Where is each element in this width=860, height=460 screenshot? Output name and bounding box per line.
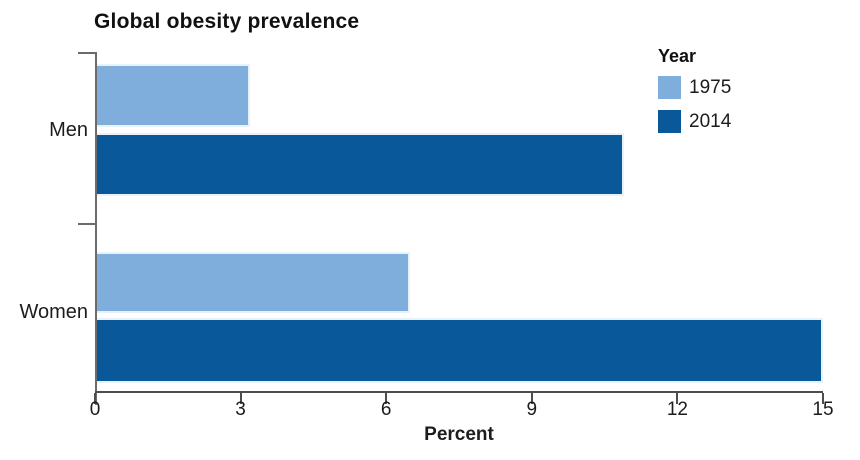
category-label-women: Women: [19, 301, 88, 323]
category-boundary-tick: [78, 223, 95, 225]
x-tick: [530, 393, 533, 404]
bar-women-2014: [95, 318, 823, 383]
legend-label-1975: 1975: [689, 76, 732, 98]
x-tick-label: 12: [666, 399, 688, 420]
x-tick-label: 0: [89, 399, 101, 420]
category-label-men: Men: [49, 119, 88, 141]
y-axis-line: [95, 52, 97, 405]
x-tick-label: 3: [235, 399, 246, 420]
bar-women-1975: [95, 252, 411, 313]
x-tick-label: 9: [526, 399, 538, 420]
legend-item-1975: 1975: [658, 76, 731, 99]
x-tick: [385, 393, 388, 404]
legend: Year 1975 2014: [658, 46, 731, 144]
x-axis-title: Percent: [424, 424, 494, 445]
x-tick-labels: 0 3 6 9 12 15: [90, 399, 834, 421]
bar-men-2014: [95, 133, 624, 196]
legend-swatch-1975: [658, 76, 681, 99]
x-tick-label: 6: [380, 399, 392, 420]
legend-swatch-2014: [658, 110, 681, 133]
legend-label-2014: 2014: [689, 110, 732, 132]
legend-item-2014: 2014: [658, 110, 731, 133]
bar-men-1975: [95, 64, 251, 127]
x-tick-label: 15: [812, 399, 834, 420]
legend-title: Year: [658, 46, 697, 66]
x-tick: [94, 393, 96, 404]
category-boundary-tick: [78, 52, 95, 54]
x-tick: [676, 393, 679, 404]
chart-title: Global obesity prevalence: [94, 10, 360, 33]
x-tick: [239, 393, 242, 404]
x-axis-line: [95, 391, 823, 393]
x-tick: [822, 393, 824, 404]
plot-area: [78, 52, 824, 405]
